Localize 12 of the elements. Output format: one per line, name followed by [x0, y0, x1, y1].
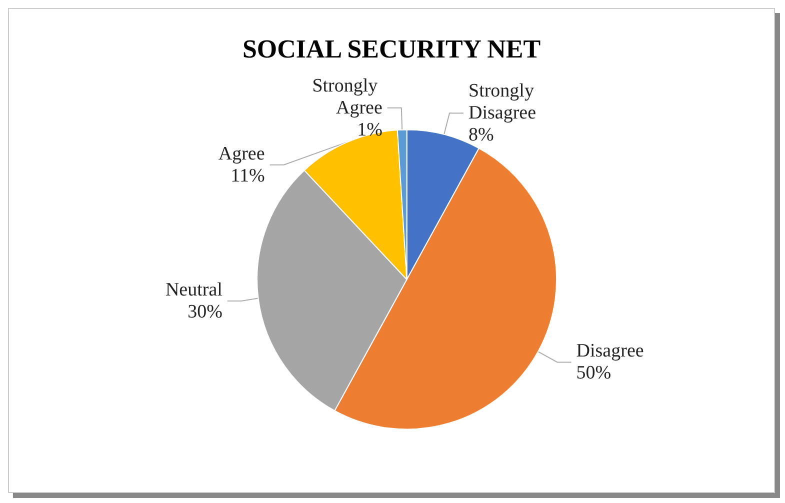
chart-title: SOCIAL SECURITY NET — [242, 34, 541, 64]
slice-label: Agree — [218, 143, 265, 164]
slice-label: Disagree — [576, 340, 644, 362]
slice-label: Strongly Disagree — [468, 80, 539, 124]
data-label: 30% — [188, 302, 223, 323]
data-label: 8% — [468, 124, 494, 146]
category-label: Strongly — [312, 75, 378, 96]
slice-label: Agree — [336, 97, 382, 118]
data-label: 50% — [576, 362, 612, 384]
slice-label: Neutral — [165, 280, 222, 301]
data-label: 11% — [230, 165, 265, 186]
data-label: 1% — [357, 119, 383, 140]
